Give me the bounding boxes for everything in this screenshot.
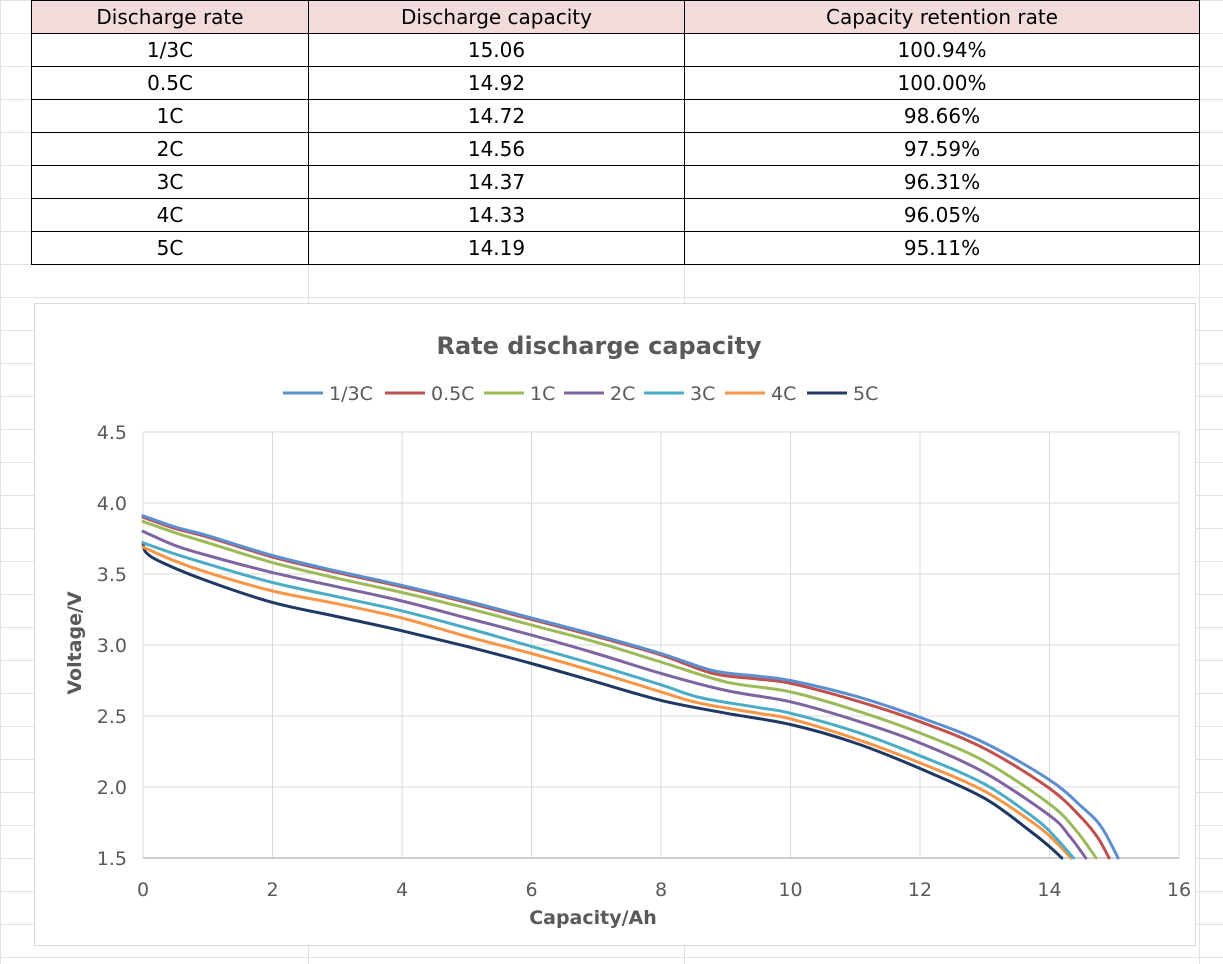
- y-tick-label: 3.0: [97, 635, 127, 657]
- chart-area[interactable]: 1.5 2.0 2.5 3.0 3.5 4.0 4.5 0 2 4 6 8 10 12 14 16 Rate …: [34, 303, 1196, 946]
- x-tick-label: 10: [778, 879, 802, 901]
- y-tick-label: 1.5: [97, 848, 127, 870]
- header-discharge-capacity[interactable]: Discharge capacity: [308, 0, 685, 34]
- legend: 1/3C 0.5C 1C 2C 3C 4C 5C: [283, 383, 878, 405]
- cell-rate[interactable]: 1/3C: [31, 33, 309, 67]
- table-row: 1C 14.72 98.66%: [31, 99, 1200, 133]
- cell-rate[interactable]: 5C: [31, 231, 309, 265]
- header-discharge-rate[interactable]: Discharge rate: [31, 0, 309, 34]
- y-tick-label: 4.0: [97, 493, 127, 515]
- sheet-column-line: [1199, 0, 1200, 964]
- series-line-3c: [141, 541, 1075, 860]
- series-line-05c: [141, 515, 1111, 860]
- x-tick-label: 4: [396, 879, 408, 901]
- cell-capacity[interactable]: 14.37: [308, 165, 685, 199]
- cell-capacity[interactable]: 14.72: [308, 99, 685, 133]
- x-tick-label: 12: [908, 879, 932, 901]
- y-tick-label: 2.5: [97, 706, 127, 728]
- cell-rate[interactable]: 0.5C: [31, 66, 309, 100]
- legend-label: 1/3C: [329, 383, 373, 405]
- series-line-2c: [141, 529, 1088, 860]
- table-row: 2C 14.56 97.59%: [31, 132, 1200, 166]
- legend-label: 1C: [530, 383, 555, 405]
- cell-capacity[interactable]: 14.56: [308, 132, 685, 166]
- y-tick-label: 4.5: [97, 422, 127, 444]
- cell-rate[interactable]: 2C: [31, 132, 309, 166]
- cell-retention[interactable]: 100.94%: [684, 33, 1200, 67]
- y-tick-label: 2.0: [97, 777, 127, 799]
- table-row: 5C 14.19 95.11%: [31, 231, 1200, 265]
- legend-label: 2C: [610, 383, 635, 405]
- table-row: 1/3C 15.06 100.94%: [31, 33, 1200, 67]
- cell-rate[interactable]: 1C: [31, 99, 309, 133]
- cell-retention[interactable]: 95.11%: [684, 231, 1200, 265]
- grid-lines: [142, 431, 1180, 859]
- cell-rate[interactable]: 4C: [31, 198, 309, 232]
- data-table: Discharge rate Discharge capacity Capaci…: [31, 0, 1200, 265]
- cell-capacity[interactable]: 14.92: [308, 66, 685, 100]
- series-line-4c: [141, 545, 1073, 860]
- legend-label: 0.5C: [431, 383, 474, 405]
- series-line-1c: [141, 520, 1098, 860]
- x-tick-label: 0: [137, 879, 149, 901]
- cell-rate[interactable]: 3C: [31, 165, 309, 199]
- x-axis-label: Capacity/Ah: [529, 907, 657, 929]
- cell-capacity[interactable]: 14.33: [308, 198, 685, 232]
- table-header-row: Discharge rate Discharge capacity Capaci…: [31, 0, 1200, 34]
- legend-label: 3C: [690, 383, 715, 405]
- legend-label: 4C: [771, 383, 796, 405]
- table-row: 3C 14.37 96.31%: [31, 165, 1200, 199]
- header-capacity-retention-rate[interactable]: Capacity retention rate: [684, 0, 1200, 34]
- cell-capacity[interactable]: 15.06: [308, 33, 685, 67]
- x-tick-label: 2: [266, 879, 278, 901]
- cell-retention[interactable]: 96.31%: [684, 165, 1200, 199]
- x-tick-label: 16: [1167, 879, 1191, 901]
- x-tick-label: 6: [525, 879, 537, 901]
- series-line-5c: [141, 541, 1064, 860]
- cell-retention[interactable]: 96.05%: [684, 198, 1200, 232]
- series-line-13c: [141, 514, 1120, 860]
- chart-title: Rate discharge capacity: [437, 332, 762, 360]
- axes: 1.5 2.0 2.5 3.0 3.5 4.0 4.5 0 2 4 6 8 10 12 14 16: [97, 422, 1191, 901]
- table-row: 0.5C 14.92 100.00%: [31, 66, 1200, 100]
- rate-discharge-chart: 1.5 2.0 2.5 3.0 3.5 4.0 4.5 0 2 4 6 8 10 12 14 16 Rate …: [64, 332, 1191, 929]
- y-tick-label: 3.5: [97, 564, 127, 586]
- cell-retention[interactable]: 100.00%: [684, 66, 1200, 100]
- legend-label: 5C: [853, 383, 878, 405]
- x-tick-label: 8: [655, 879, 667, 901]
- table-row: 4C 14.33 96.05%: [31, 198, 1200, 232]
- series-lines: [141, 514, 1120, 860]
- cell-retention[interactable]: 98.66%: [684, 99, 1200, 133]
- cell-retention[interactable]: 97.59%: [684, 132, 1200, 166]
- x-tick-label: 14: [1037, 879, 1061, 901]
- y-axis-label: Voltage/V: [64, 591, 86, 695]
- cell-capacity[interactable]: 14.19: [308, 231, 685, 265]
